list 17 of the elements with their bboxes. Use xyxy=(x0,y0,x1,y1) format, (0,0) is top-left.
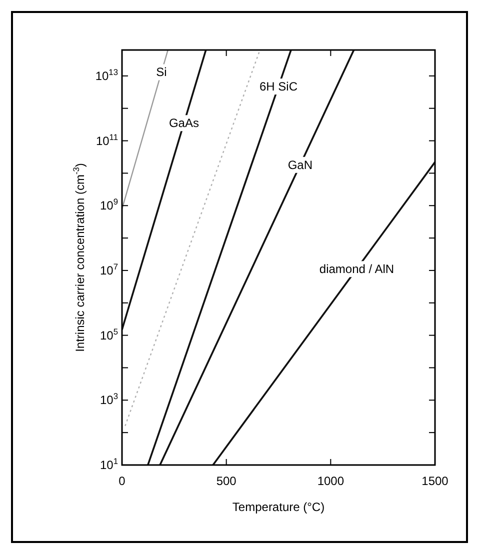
x-tick-label: 500 xyxy=(216,474,237,488)
annotation: Si xyxy=(156,65,167,80)
y-tick-label: 10$^{11}$ xyxy=(96,132,118,148)
y-tick-label: 10$^{13}$ xyxy=(95,66,118,83)
x-tick-label: 0 xyxy=(118,474,126,488)
y-tick-label: 10$^{9}$ xyxy=(100,196,118,213)
annotation: GaN xyxy=(288,158,313,172)
x-tick-label: 1000 xyxy=(317,474,344,488)
y-tick-label: 10$^{3}$ xyxy=(100,391,118,408)
y-tick-label: 10$^{5}$ xyxy=(100,326,118,342)
x-axis-title: Temperature (°C) xyxy=(232,500,325,514)
y-tick-label: 10$^{7}$ xyxy=(100,261,118,278)
annotation: diamond / AlN xyxy=(319,262,394,276)
y-tick-label: 10$^{1}$ xyxy=(100,456,118,472)
x-tick-label: 1500 xyxy=(422,474,449,488)
annotation: 6H SiC xyxy=(259,80,298,94)
annotation: GaAs xyxy=(168,116,199,130)
